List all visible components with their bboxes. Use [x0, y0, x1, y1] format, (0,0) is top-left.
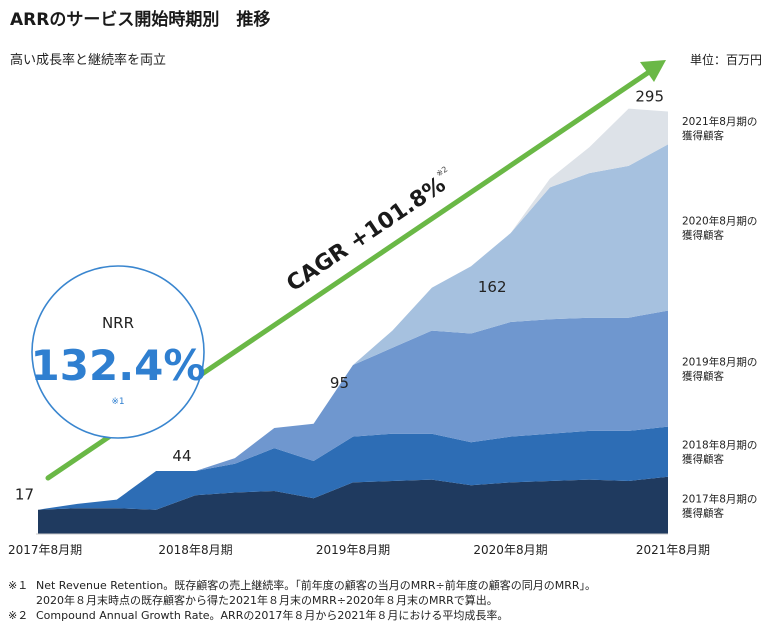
- total-label-162: 162: [478, 278, 507, 296]
- footnote-1: ※１ Net Revenue Retention。既存顧客の売上継続率。「前年度…: [8, 578, 763, 593]
- x-tick-labels: 2017年8月期 2018年8月期 2019年8月期 2020年8月期 2021年8月期: [8, 543, 710, 557]
- footnote-1-text: Net Revenue Retention。既存顧客の売上継続率。「前年度の顧客…: [36, 579, 597, 592]
- x-tick-label-3: 2019年8月期: [316, 543, 390, 557]
- chart-title: ARRのサービス開始時期別 推移: [10, 9, 270, 30]
- total-label-295: 295: [635, 87, 664, 105]
- cagr-label-group: CAGR +101.8% ※2: [282, 165, 450, 297]
- series-legend: 2017年8月期の獲得顧客 2018年8月期の獲得顧客 2019年8月期の獲得顧客 2…: [682, 115, 757, 519]
- footnote-2-mark: ※２: [8, 609, 29, 622]
- total-label-44: 44: [172, 447, 191, 465]
- total-labels: 17 44 95 162 295: [15, 87, 664, 503]
- nrr-note: ※1: [111, 397, 124, 407]
- area-series-2: [38, 426, 668, 510]
- footnote-1-continued: 2020年８月末時点の既存顧客から得た2021年８月末のMRR÷2020年８月末…: [36, 594, 498, 607]
- cagr-label: CAGR +101.8%: [282, 172, 450, 297]
- area-series-5: [38, 108, 668, 510]
- x-tick-label-5: 2021年8月期: [636, 543, 710, 557]
- stacked-areas: [38, 108, 668, 534]
- total-label-95: 95: [330, 374, 349, 392]
- x-tick-label-1: 2017年8月期: [8, 543, 82, 557]
- chart-subtitle: 高い成長率と継続率を両立: [10, 52, 166, 68]
- legend-series-2: 2018年8月期の獲得顧客: [682, 439, 757, 466]
- footnote-1-mark: ※１: [8, 579, 29, 592]
- area-series-1: [38, 476, 668, 534]
- area-series-4: [38, 144, 668, 510]
- footnote-2-text: Compound Annual Growth Rate。ARRの2017年８月か…: [36, 609, 509, 622]
- legend-series-5: 2021年8月期の獲得顧客: [682, 115, 757, 142]
- area-series-3: [38, 310, 668, 510]
- nrr-bubble: NRR 132.4% ※1: [31, 265, 206, 439]
- unit-label: 単位：百万円: [690, 52, 762, 67]
- arr-chart: ARRのサービス開始時期別 推移 高い成長率と継続率を両立 単位：百万円 201…: [8, 9, 762, 557]
- nrr-value: 132.4%: [31, 341, 206, 390]
- legend-series-4: 2020年8月期の獲得顧客: [682, 214, 757, 241]
- legend-series-3: 2019年8月期の獲得顧客: [682, 356, 757, 383]
- total-label-17: 17: [15, 486, 34, 504]
- x-tick-label-4: 2020年8月期: [473, 543, 547, 557]
- footnote-2: ※２ Compound Annual Growth Rate。ARRの2017年…: [8, 608, 763, 623]
- footnotes: ※１ Net Revenue Retention。既存顧客の売上継続率。「前年度…: [8, 578, 763, 623]
- cagr-arrow-head: [640, 60, 666, 82]
- nrr-circle: [31, 265, 205, 439]
- legend-series-1: 2017年8月期の獲得顧客: [682, 492, 757, 519]
- x-tick-label-2: 2018年8月期: [158, 543, 232, 557]
- nrr-label: NRR: [102, 314, 134, 332]
